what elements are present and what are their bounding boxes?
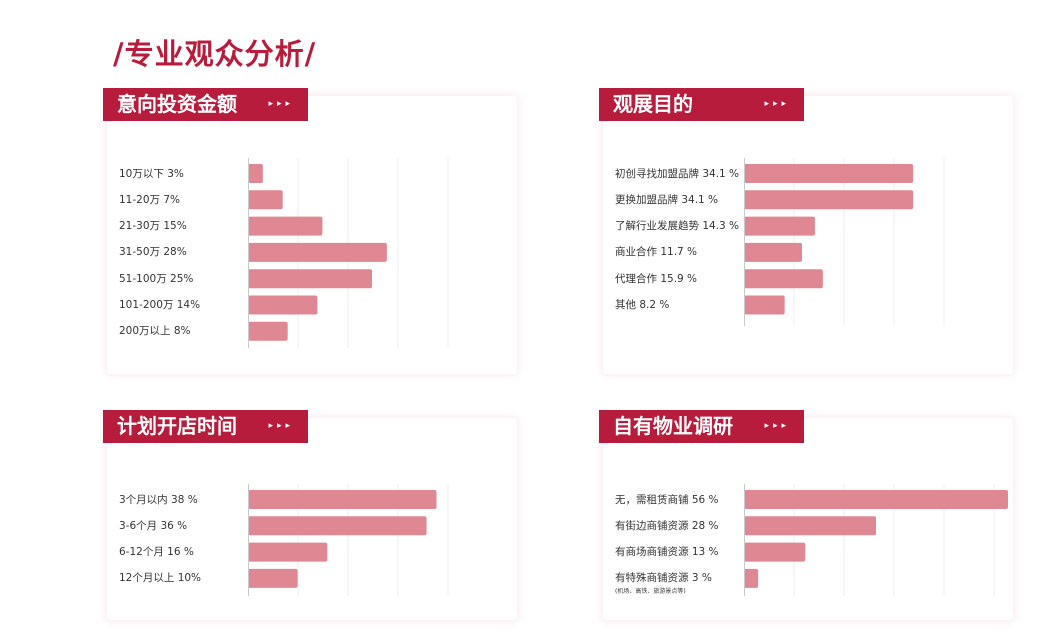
category-label: 11-20万 7% [119,193,181,206]
category-label: 200万以上 8% [119,325,191,338]
bar [248,542,328,562]
bar [744,190,914,210]
bar [744,216,815,236]
bar [744,568,759,588]
bar [744,490,1008,509]
opening-header: 计划开店时间 ▸▸▸ [103,410,308,443]
purpose-plot [744,158,945,326]
category-label: 初创寻找加盟品牌 34.1 % [615,167,740,180]
purpose-card: 观展目的 ▸▸▸ [599,88,1013,374]
category-label: 12个月以上 10% [119,572,202,585]
arrow-right-icon: ▸▸▸ [268,99,294,109]
category-label: 有商场商铺资源 13 % [615,546,719,559]
investment-title: 意向投资金额 [117,92,237,116]
category-label: 21-30万 15% [119,220,187,233]
category-label: 代理合作 15.9 % [615,272,698,285]
category-label: 有街边商铺资源 28 % [615,519,719,532]
bar [744,516,876,536]
category-label: 3-6个月 36 % [119,519,188,532]
bar [248,490,437,509]
category-label: 其他 8.2 % [615,299,670,311]
category-label: 3个月以内 38 % [119,493,198,506]
category-label: 10万以下 3% [119,167,184,180]
bar [744,242,803,262]
category-label: 无，需租赁商铺 56 % [615,493,719,506]
property-plot [744,484,1008,596]
bar [248,164,263,183]
arrow-right-icon: ▸▸▸ [268,421,294,431]
arrow-right-icon: ▸▸▸ [764,421,790,431]
purpose-title: 观展目的 [613,92,693,116]
category-label: 31-50万 28% [119,246,187,259]
arrow-right-icon: ▸▸▸ [764,99,790,109]
page-title: /专业观众分析/ [113,37,317,71]
category-label: 6-12个月 16 % [119,546,194,559]
opening-title: 计划开店时间 [117,414,237,438]
category-label: 了解行业发展趋势 14.3 % [615,220,740,233]
category-label: 商业合作 11.7 % [615,246,698,259]
property-title: 自有物业调研 [613,414,733,438]
bar [248,516,427,536]
category-label: 更换加盟品牌 34.1 % [615,193,719,206]
investment-card: 意向投资金额 ▸▸▸ [103,88,517,374]
bar [744,295,785,315]
category-label: 有特殊商铺资源 3 % [615,572,712,585]
bar [744,269,823,289]
investment-header: 意向投资金额 ▸▸▸ [103,88,308,121]
bar [248,269,372,289]
bar [744,542,806,562]
bar [248,568,298,588]
category-label: 51-100万 25% [119,272,194,285]
opening-plot [248,484,449,596]
bar [248,216,323,236]
bar [248,190,283,210]
bar [248,321,288,341]
category-note: (机场、高铁、旅游景点等) [615,588,686,596]
investment-plot [248,158,449,348]
property-header: 自有物业调研 ▸▸▸ [599,410,804,443]
bar [248,242,387,262]
category-label: 101-200万 14% [119,299,201,311]
bar [248,295,318,315]
purpose-header: 观展目的 ▸▸▸ [599,88,804,121]
bar [744,164,914,183]
